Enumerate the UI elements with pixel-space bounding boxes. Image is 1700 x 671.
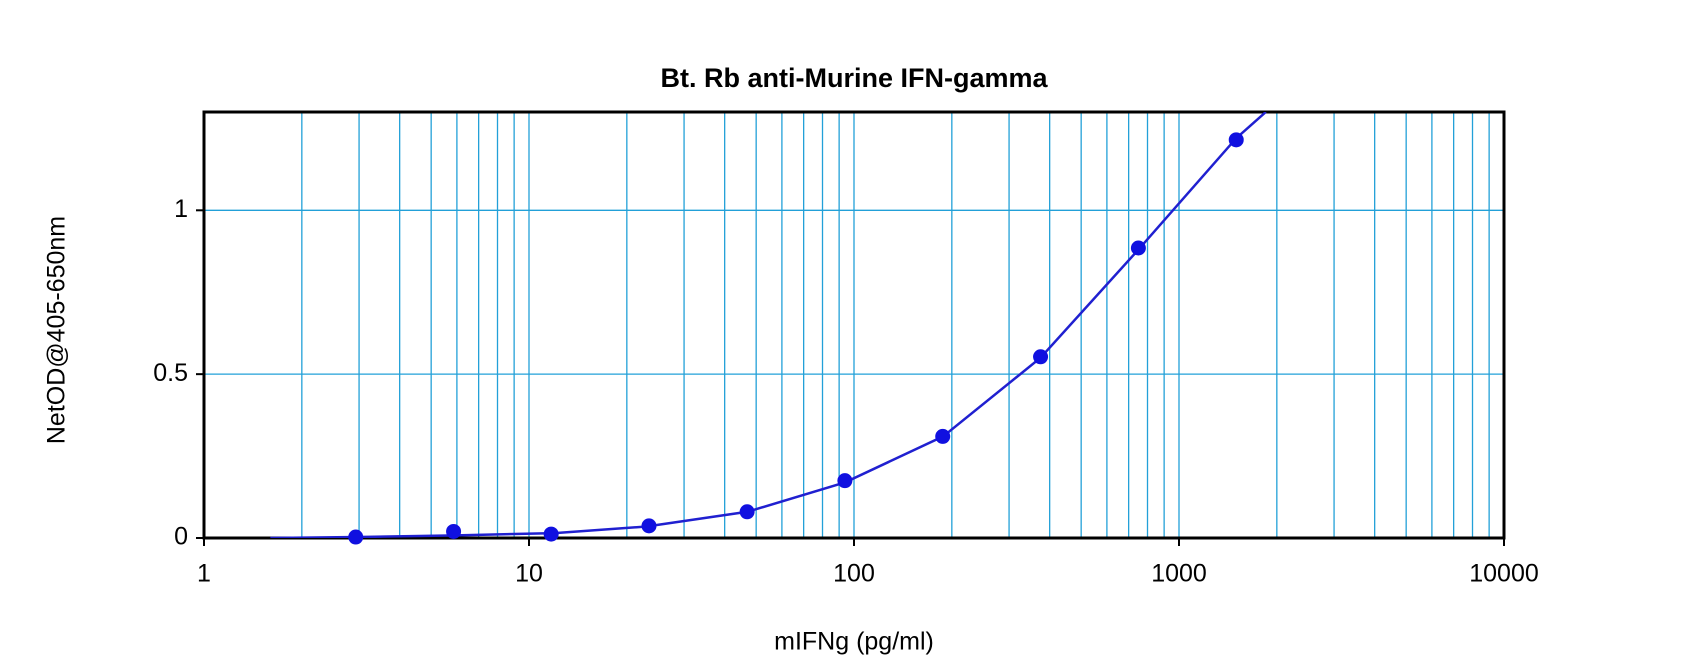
data-point bbox=[543, 526, 559, 542]
chart-title: Bt. Rb anti-Murine IFN-gamma bbox=[660, 63, 1048, 93]
y-tick-label: 0 bbox=[174, 523, 188, 551]
data-point bbox=[739, 504, 755, 520]
x-tick-label: 1 bbox=[197, 560, 211, 588]
data-point bbox=[837, 473, 853, 489]
plot-frame bbox=[202, 110, 1506, 540]
data-point bbox=[935, 428, 951, 444]
y-axis-label: NetOD@405-650nm bbox=[43, 216, 71, 444]
y-tick-label: 1 bbox=[174, 195, 188, 223]
x-axis-label: mIFNg (pg/ml) bbox=[774, 628, 934, 656]
x-tick-label: 100 bbox=[833, 560, 875, 588]
y-tick-label: 0.5 bbox=[153, 359, 188, 387]
data-point bbox=[348, 529, 364, 545]
x-tick-label: 10000 bbox=[1469, 560, 1539, 588]
data-point bbox=[641, 518, 657, 534]
data-point bbox=[1130, 240, 1146, 256]
x-tick-label: 10 bbox=[515, 560, 543, 588]
data-point bbox=[1228, 132, 1244, 148]
data-point bbox=[1033, 349, 1049, 365]
data-point bbox=[446, 523, 462, 539]
fit-curve bbox=[270, 112, 1267, 538]
x-tick-label: 1000 bbox=[1151, 560, 1207, 588]
